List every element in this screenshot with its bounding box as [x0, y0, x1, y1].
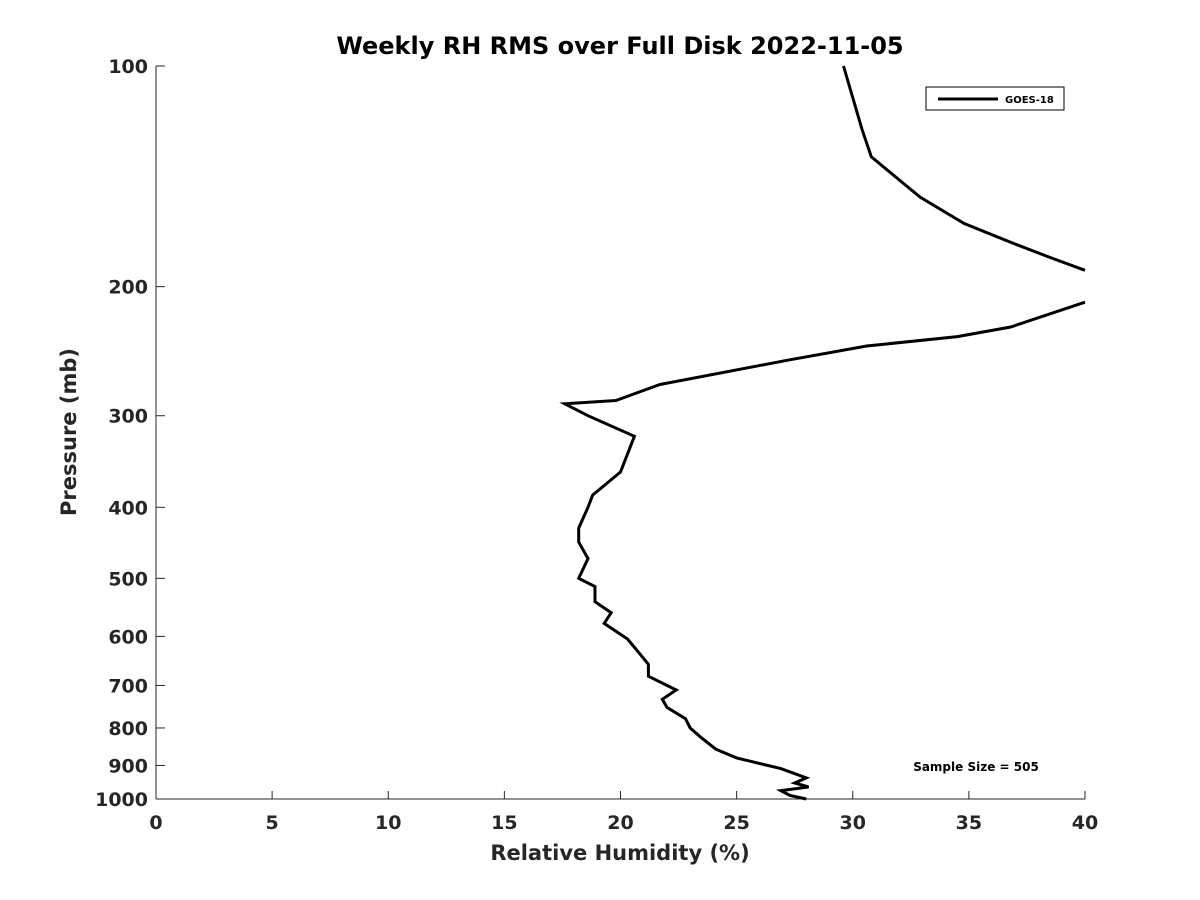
- y-tick-label: 1000: [95, 789, 148, 811]
- legend-label: GOES-18: [1005, 95, 1054, 106]
- sample-size-annotation: Sample Size = 505: [913, 760, 1039, 774]
- x-ticks: 0 5 10 15 20 25 30 35 40: [149, 791, 1098, 834]
- x-tick-label: 5: [266, 812, 279, 834]
- series-line-goes-18: [559, 300, 1086, 801]
- y-tick-label: 700: [108, 675, 148, 697]
- x-tick-label: 40: [1072, 812, 1098, 834]
- y-tick-label: 900: [108, 755, 148, 777]
- y-tick-label: 500: [108, 568, 148, 590]
- chart-title: Weekly RH RMS over Full Disk 2022-11-05: [336, 32, 903, 60]
- series-line-goes-18: [842, 65, 1086, 272]
- x-axis-label: Relative Humidity (%): [490, 841, 749, 865]
- legend: GOES-18: [925, 86, 1065, 111]
- x-tick-label: 15: [491, 812, 517, 834]
- x-tick-label: 10: [375, 812, 401, 834]
- y-tick-label: 100: [108, 56, 148, 78]
- x-tick-label: 30: [840, 812, 866, 834]
- y-axis-label: Pressure (mb): [57, 348, 81, 516]
- x-tick-label: 35: [956, 812, 982, 834]
- y-tick-label: 800: [108, 718, 148, 740]
- x-tick-label: 0: [149, 812, 162, 834]
- y-tick-label: 400: [108, 497, 148, 519]
- y-tick-label: 600: [108, 626, 148, 648]
- x-tick-label: 20: [607, 812, 633, 834]
- y-ticks: 100 200 300 400 500 600 700 800 900 1000: [95, 56, 165, 811]
- x-tick-label: 25: [723, 812, 749, 834]
- y-tick-label: 300: [108, 406, 148, 428]
- series-layer: [559, 65, 1086, 801]
- y-tick-label: 200: [108, 277, 148, 299]
